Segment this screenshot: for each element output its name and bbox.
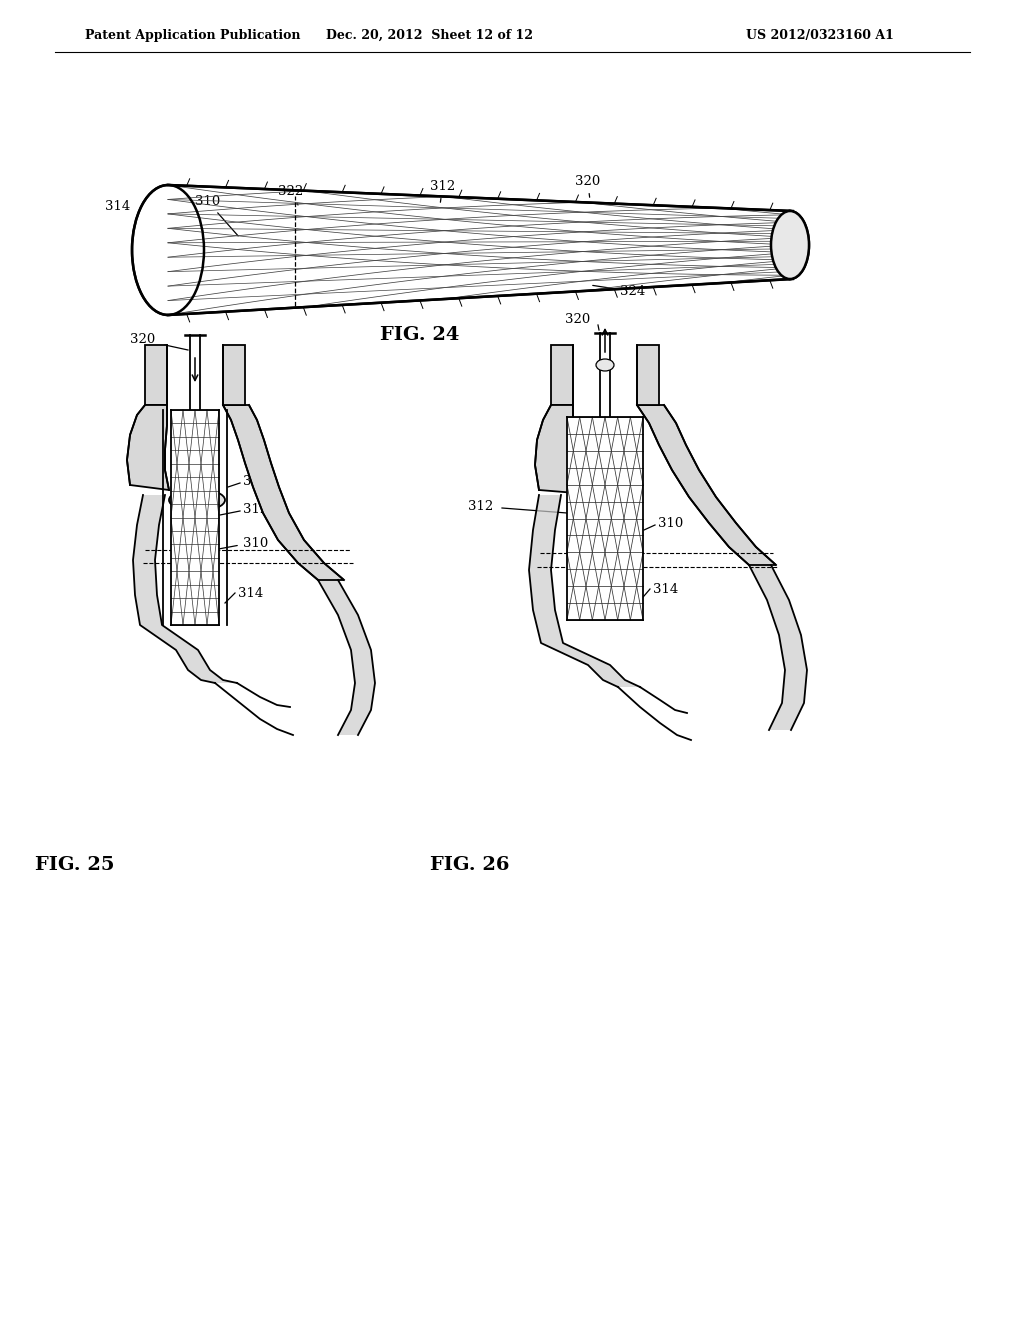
- Polygon shape: [603, 680, 640, 686]
- Polygon shape: [127, 405, 169, 490]
- Polygon shape: [176, 649, 210, 671]
- Polygon shape: [749, 565, 790, 601]
- Polygon shape: [351, 649, 375, 682]
- Polygon shape: [529, 570, 555, 610]
- Polygon shape: [534, 495, 561, 531]
- Polygon shape: [529, 531, 555, 570]
- Text: 312: 312: [430, 180, 456, 202]
- Ellipse shape: [771, 211, 809, 279]
- Text: FIG. 24: FIG. 24: [380, 326, 460, 345]
- Polygon shape: [133, 560, 157, 595]
- Text: FIG. 26: FIG. 26: [430, 855, 510, 874]
- Text: 320: 320: [130, 333, 156, 346]
- Polygon shape: [223, 405, 344, 579]
- Polygon shape: [135, 595, 162, 624]
- Polygon shape: [782, 671, 807, 704]
- Ellipse shape: [169, 488, 225, 511]
- Polygon shape: [551, 345, 573, 405]
- Text: 312: 312: [243, 503, 268, 516]
- Text: FIG. 25: FIG. 25: [35, 855, 115, 874]
- Text: Dec. 20, 2012  Sheet 12 of 12: Dec. 20, 2012 Sheet 12 of 12: [327, 29, 534, 41]
- Polygon shape: [338, 710, 371, 735]
- Text: 310: 310: [243, 537, 268, 550]
- Polygon shape: [637, 345, 659, 405]
- Text: 310: 310: [658, 517, 683, 531]
- Polygon shape: [779, 635, 807, 671]
- Text: 322: 322: [278, 185, 303, 205]
- Text: 320: 320: [575, 176, 600, 197]
- Polygon shape: [588, 665, 625, 680]
- Polygon shape: [318, 579, 358, 615]
- Text: 314: 314: [238, 587, 263, 601]
- Polygon shape: [223, 345, 245, 405]
- Polygon shape: [188, 671, 223, 680]
- Polygon shape: [769, 704, 804, 730]
- Polygon shape: [541, 643, 610, 665]
- Text: 312: 312: [468, 500, 494, 513]
- Polygon shape: [140, 624, 198, 649]
- Text: 314: 314: [653, 583, 678, 597]
- Bar: [567, 417, 643, 620]
- Text: 310: 310: [195, 195, 239, 236]
- Polygon shape: [133, 525, 159, 560]
- Polygon shape: [132, 185, 809, 315]
- Polygon shape: [535, 405, 575, 492]
- Text: Patent Application Publication: Patent Application Publication: [85, 29, 300, 41]
- Bar: [171, 411, 219, 624]
- Text: 324: 324: [243, 475, 268, 488]
- Polygon shape: [338, 615, 371, 649]
- Text: US 2012/0323160 A1: US 2012/0323160 A1: [746, 29, 894, 41]
- Ellipse shape: [596, 359, 614, 371]
- Text: 320: 320: [565, 313, 590, 326]
- Polygon shape: [145, 345, 167, 405]
- Text: 324: 324: [593, 285, 645, 298]
- Text: 314: 314: [105, 201, 130, 213]
- Polygon shape: [767, 601, 801, 635]
- Ellipse shape: [575, 492, 638, 517]
- Polygon shape: [534, 610, 563, 643]
- Polygon shape: [351, 682, 375, 710]
- Polygon shape: [137, 495, 165, 525]
- Polygon shape: [201, 680, 237, 682]
- Polygon shape: [637, 405, 776, 565]
